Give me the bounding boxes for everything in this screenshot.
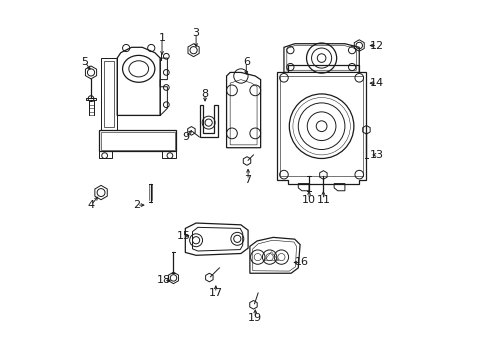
Text: 7: 7 bbox=[244, 175, 251, 185]
Text: 9: 9 bbox=[182, 132, 188, 142]
Text: 8: 8 bbox=[201, 89, 208, 99]
Text: 2: 2 bbox=[133, 200, 140, 210]
Text: 3: 3 bbox=[192, 28, 199, 38]
Text: 4: 4 bbox=[87, 200, 94, 210]
Text: 18: 18 bbox=[157, 275, 170, 285]
Text: 12: 12 bbox=[369, 41, 384, 50]
Text: 1: 1 bbox=[158, 33, 165, 43]
Text: 19: 19 bbox=[248, 313, 262, 323]
Text: 13: 13 bbox=[369, 150, 384, 160]
Text: 5: 5 bbox=[81, 57, 88, 67]
Text: 15: 15 bbox=[176, 231, 190, 240]
Text: 16: 16 bbox=[294, 257, 308, 267]
Text: 14: 14 bbox=[369, 78, 384, 88]
Text: 10: 10 bbox=[302, 195, 315, 205]
Text: 17: 17 bbox=[208, 288, 223, 298]
Text: 6: 6 bbox=[243, 57, 249, 67]
Text: 11: 11 bbox=[316, 195, 330, 205]
